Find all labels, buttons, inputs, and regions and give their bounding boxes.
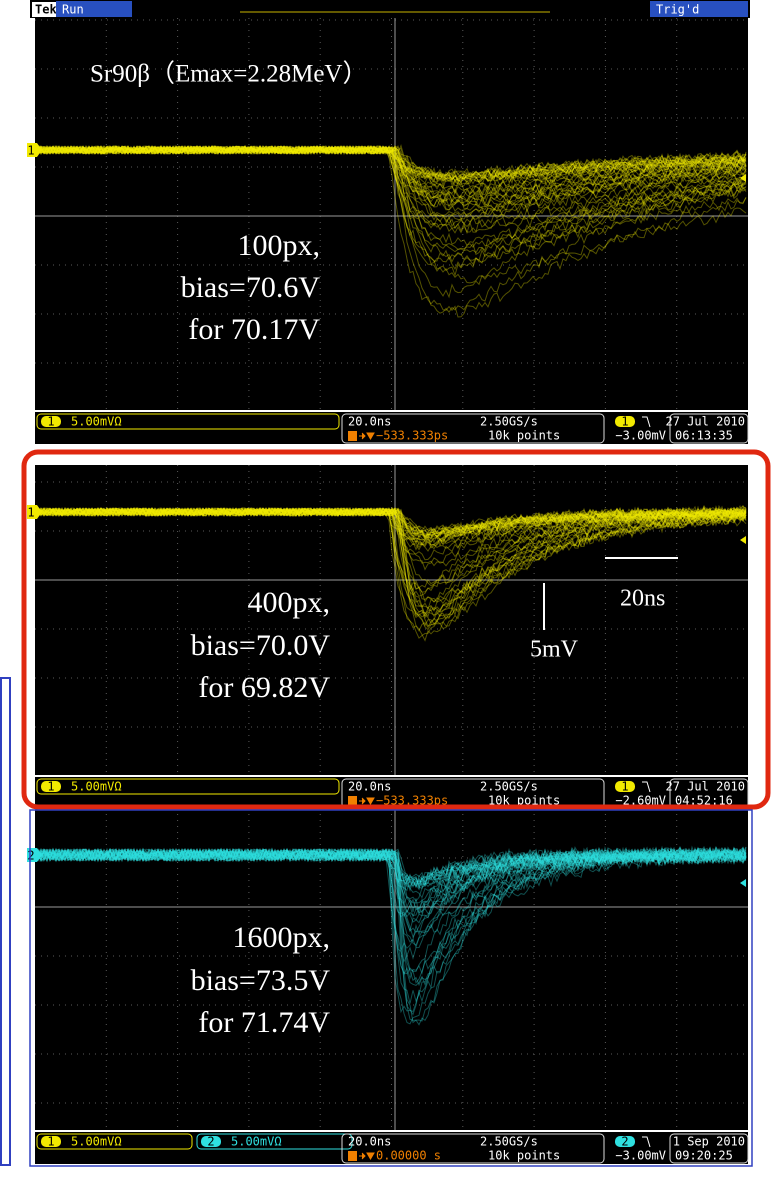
date: 27 Jul 2010 [666, 780, 745, 794]
channel-number: 1 [47, 1135, 54, 1149]
panel-label: for 69.82V [198, 671, 330, 704]
channel-number: 1 [47, 415, 54, 429]
brand: Tek [35, 3, 57, 17]
panel-label: 400px, [248, 586, 331, 619]
channel-scale: 5.00mVΩ [71, 1135, 122, 1149]
date: 1 Sep 2010 [673, 1135, 745, 1149]
channel-marker: 1 [27, 506, 34, 520]
trigger-position-icon [348, 1151, 357, 1161]
scope-composite: TekRunTrig'dT1Sr90β（Emax=2.28MeV）100px,b… [0, 0, 780, 1185]
time: 06:13:35 [675, 429, 733, 443]
channel-number: 2 [207, 1135, 214, 1149]
panel-label: 100px, [238, 229, 321, 262]
panel-label: bias=73.5V [191, 964, 331, 997]
channel-number: 1 [47, 780, 54, 794]
sample-rate: 2.50GS/s [480, 780, 538, 794]
timebase: 20.0ns [348, 415, 391, 429]
trigger-level: −3.00mV [615, 1149, 666, 1163]
trigger-position-icon [348, 431, 357, 441]
sample-rate: 2.50GS/s [480, 415, 538, 429]
record-length: 10k points [488, 1149, 560, 1163]
trigger-channel: 1 [621, 780, 628, 794]
voltage-scale-label: 5mV [530, 637, 579, 663]
header-bar [30, 0, 750, 18]
channel-marker: 1 [27, 144, 34, 158]
trigger-status: Trig'd [656, 3, 699, 17]
panel-label: 1600px, [233, 921, 331, 954]
panel-label: bias=70.0V [191, 629, 331, 662]
channel-scale: 5.00mVΩ [231, 1135, 282, 1149]
channel-scale: 5.00mVΩ [71, 415, 122, 429]
sample-rate: 2.50GS/s [480, 1135, 538, 1149]
trigger-position: −533.333ps [376, 429, 448, 443]
channel-marker: 2 [27, 849, 34, 863]
trigger-channel: 1 [621, 415, 628, 429]
time-scale-label: 20ns [620, 586, 665, 612]
panel-label: bias=70.6V [181, 271, 321, 304]
panel-label: for 71.74V [198, 1006, 330, 1039]
time: 09:20:25 [675, 1149, 733, 1163]
panel-title: Sr90β（Emax=2.28MeV） [90, 60, 368, 88]
timebase: 20.0ns [348, 780, 391, 794]
timebase: 20.0ns [348, 1135, 391, 1149]
date: 27 Jul 2010 [666, 415, 745, 429]
record-length: 10k points [488, 429, 560, 443]
run-state: Run [62, 3, 84, 17]
trigger-position: 0.00000 s [376, 1149, 441, 1163]
channel-scale: 5.00mVΩ [71, 780, 122, 794]
panel-label: for 70.17V [188, 313, 320, 346]
trigger-level: −3.00mV [615, 429, 666, 443]
trigger-channel: 2 [621, 1135, 628, 1149]
